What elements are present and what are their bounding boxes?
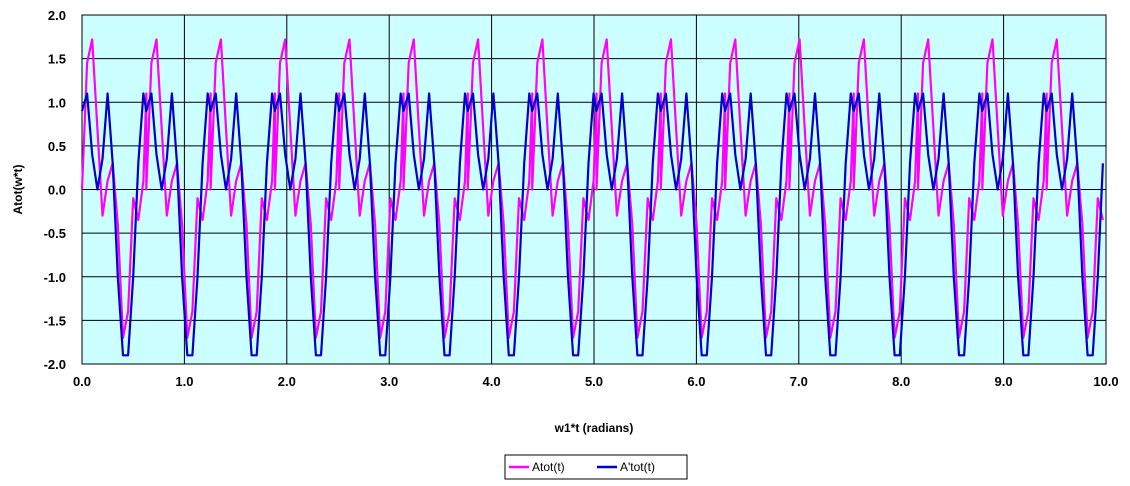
legend-label-aprime-tot: A'tot(t)	[620, 460, 655, 474]
y-axis-label: Atot(w*t)	[11, 165, 25, 215]
legend-label-atot: Atot(t)	[532, 460, 565, 474]
x-tick-label: 4.0	[483, 374, 501, 389]
x-tick-label: 9.0	[995, 374, 1013, 389]
y-tick-label: 1.0	[48, 95, 66, 110]
x-tick-label: 6.0	[687, 374, 705, 389]
x-tick-label: 7.0	[790, 374, 808, 389]
y-tick-label: 2.0	[48, 8, 66, 23]
legend: Atot(t) A'tot(t)	[504, 454, 688, 480]
y-tick-label: 0.5	[48, 139, 66, 154]
tick-labels: 0.0 1.0 2.0 3.0 4.0 5.0 6.0 7.0 8.0 9.0 10.0 2.0 1.5…	[44, 8, 1119, 389]
x-tick-label: 8.0	[892, 374, 910, 389]
x-tick-label: 5.0	[585, 374, 603, 389]
x-tick-label: 1.0	[175, 374, 193, 389]
y-tick-label: -0.5	[44, 226, 66, 241]
y-tick-label: -2.0	[44, 357, 66, 372]
grid	[81, 14, 1107, 365]
y-tick-label: 1.5	[48, 52, 66, 67]
y-tick-label: -1.5	[44, 313, 66, 328]
y-tick-label: -1.0	[44, 270, 66, 285]
legend-box	[504, 454, 688, 480]
x-tick-label: 3.0	[380, 374, 398, 389]
y-tick-label: 0.0	[48, 183, 66, 198]
x-tick-label: 0.0	[73, 374, 91, 389]
x-tick-label: 2.0	[278, 374, 296, 389]
series-line-aprime-tot	[80, 92, 1104, 357]
series-layer	[80, 38, 1104, 357]
x-axis-label: w1*t (radians)	[554, 421, 634, 435]
series-line-atot	[80, 38, 1104, 339]
x-tick-label: 10.0	[1093, 374, 1118, 389]
